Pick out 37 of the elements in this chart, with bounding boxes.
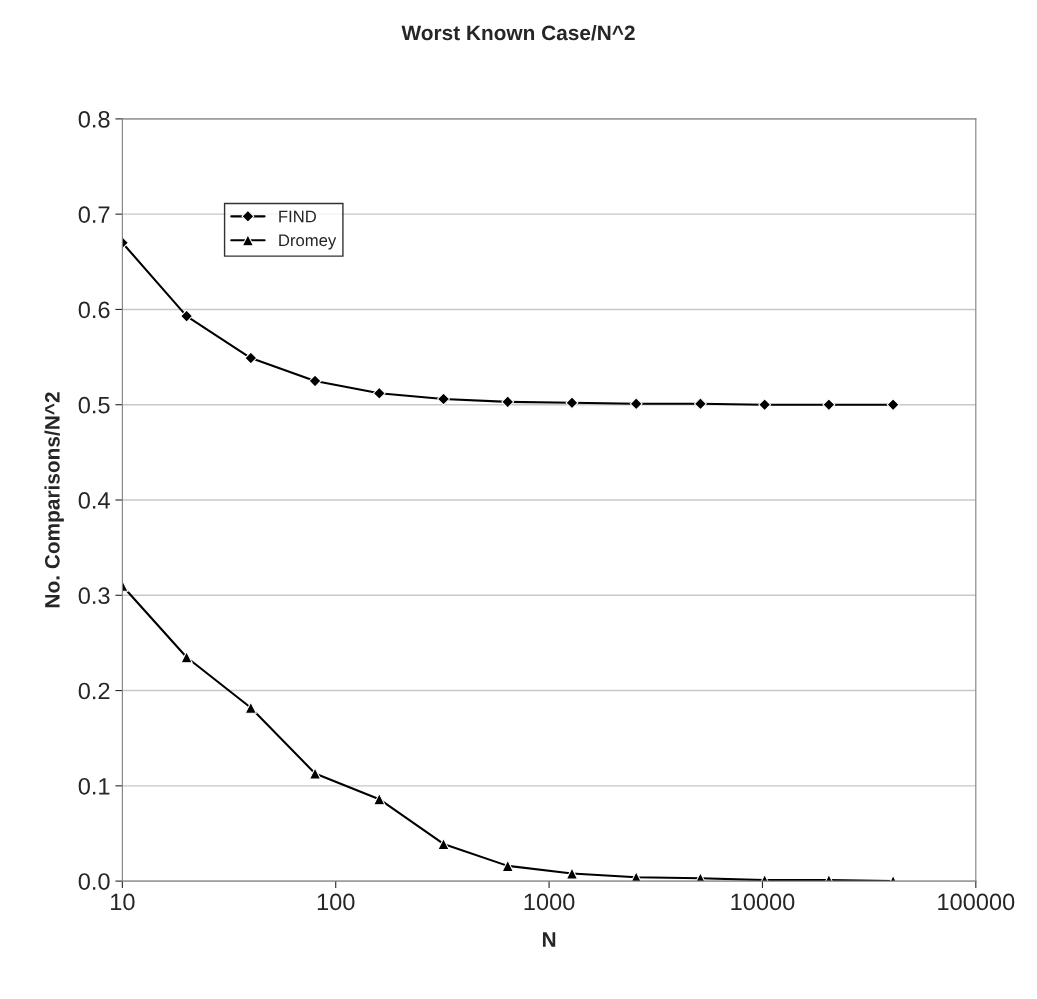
point bbox=[372, 386, 386, 400]
point bbox=[694, 397, 707, 411]
point bbox=[244, 701, 257, 714]
point bbox=[501, 395, 515, 409]
point bbox=[373, 793, 386, 806]
y-tick-label: 0.7 bbox=[78, 206, 110, 223]
x-tick-label: 1000 bbox=[524, 893, 575, 911]
y-tick-label: 0.4 bbox=[78, 492, 110, 509]
legend-label: FIND bbox=[279, 210, 316, 223]
y-tick-label: 0.6 bbox=[78, 301, 110, 319]
x-tick-label: 10000 bbox=[731, 893, 795, 911]
y-axis-title: No. Comparisons/N^2 bbox=[44, 392, 64, 608]
point bbox=[180, 651, 193, 664]
point bbox=[822, 398, 836, 412]
y-tick-label: 0.3 bbox=[78, 587, 110, 605]
x-tick-label: 100000 bbox=[938, 893, 1015, 911]
point bbox=[886, 398, 900, 412]
y-tick-label: 0.1 bbox=[78, 777, 110, 795]
y-tick-label: 0.0 bbox=[78, 873, 110, 890]
point bbox=[308, 767, 322, 780]
x-axis-title: N bbox=[542, 932, 556, 947]
point bbox=[565, 396, 579, 410]
point bbox=[244, 351, 258, 365]
y-tick-label: 0.5 bbox=[78, 396, 110, 414]
point bbox=[629, 397, 643, 411]
x-tick-label: 100 bbox=[317, 893, 355, 911]
y-tick-label: 0.8 bbox=[78, 110, 110, 128]
point bbox=[565, 867, 579, 880]
y-tick-label: 0.2 bbox=[78, 682, 110, 700]
chart-title: Worst Known Case/N^2 bbox=[401, 24, 635, 41]
point bbox=[437, 837, 450, 851]
point bbox=[437, 392, 450, 406]
legend-label: Dromey bbox=[279, 234, 337, 250]
point bbox=[180, 309, 194, 323]
point bbox=[308, 374, 322, 388]
point bbox=[758, 398, 772, 412]
x-tick-label: 10 bbox=[111, 893, 135, 911]
